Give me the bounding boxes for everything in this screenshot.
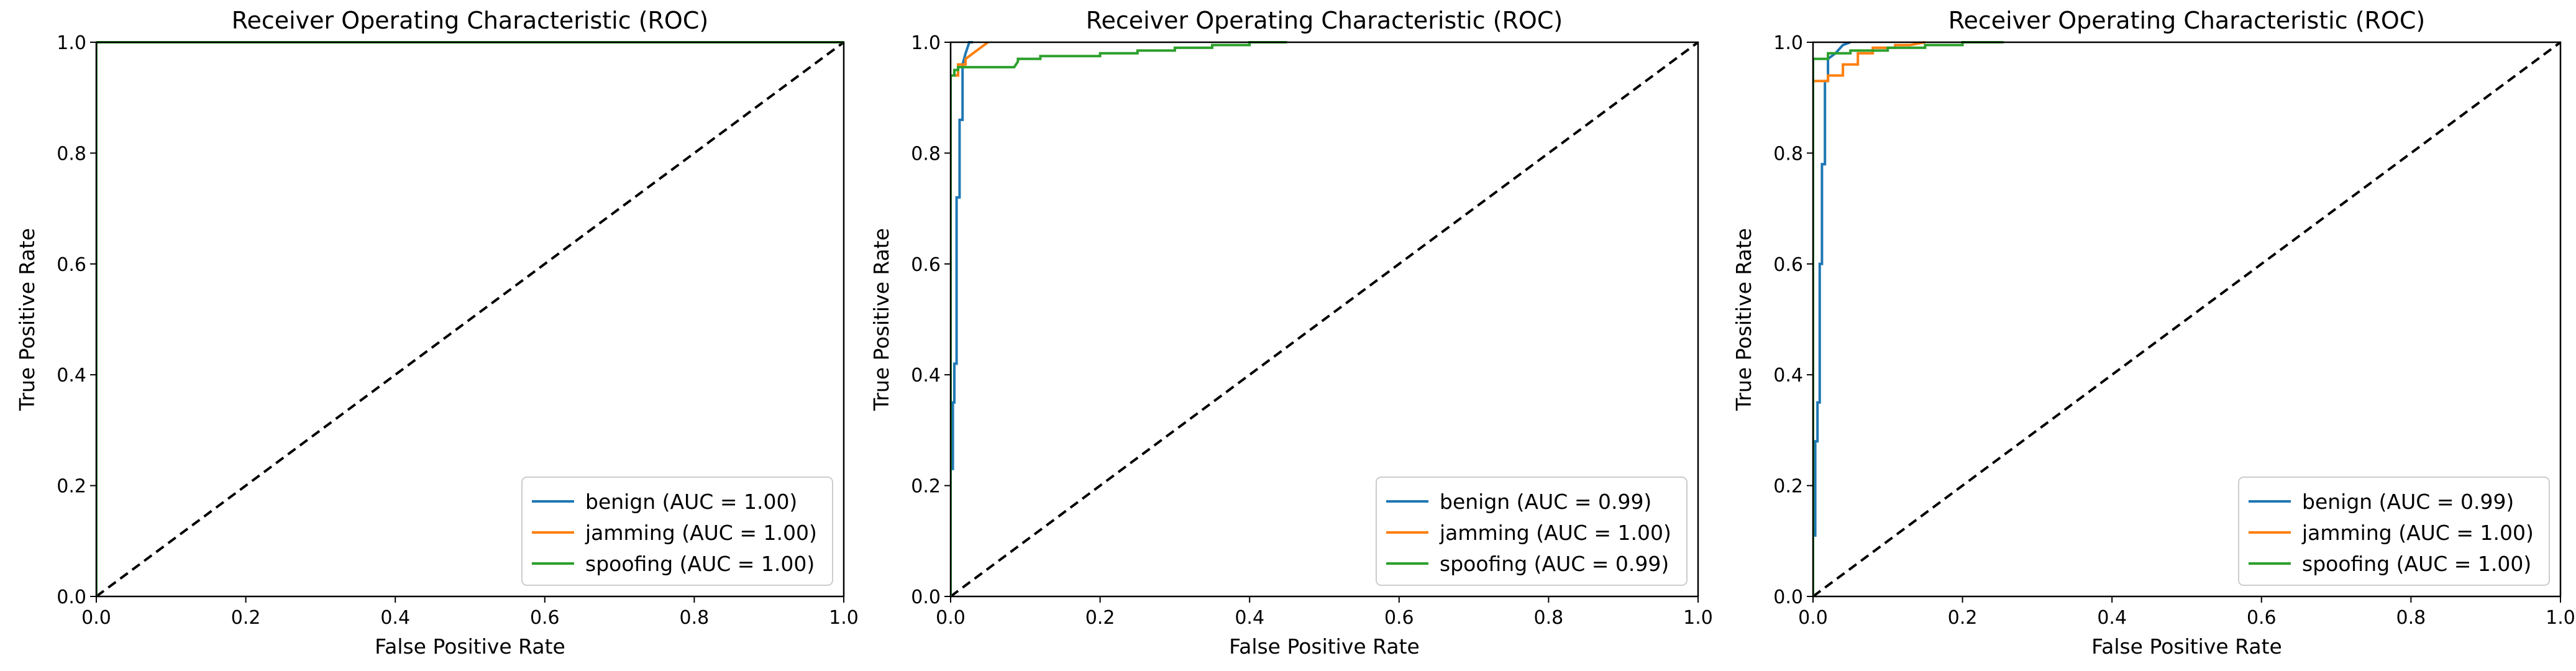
series-group bbox=[1813, 41, 2004, 596]
x-tick-label: 0.0 bbox=[936, 607, 966, 629]
y-tick-label: 0.8 bbox=[911, 143, 941, 165]
legend: benign (AUC = 0.99) jamming (AUC = 1.00) s… bbox=[1376, 477, 1688, 586]
legend-label: jamming (AUC = 1.00) bbox=[585, 521, 817, 545]
legend-box bbox=[1376, 477, 1688, 586]
chart-title: Receiver Operating Characteristic (ROC) bbox=[232, 7, 708, 34]
roc-panel-2: Receiver Operating Characteristic (ROC) 0… bbox=[869, 7, 1713, 659]
y-axis-label: True Positive Rate bbox=[1732, 228, 1756, 411]
y-tick-label: 1.0 bbox=[1773, 32, 1803, 54]
chance-diagonal-line bbox=[1812, 41, 2562, 598]
series-group bbox=[951, 41, 1287, 596]
x-tick-label: 0.8 bbox=[1534, 607, 1564, 629]
x-tick-label: 0.4 bbox=[380, 607, 410, 629]
roc-curve-1 bbox=[951, 41, 974, 596]
x-tick-label: 0.6 bbox=[1384, 607, 1414, 629]
legend: benign (AUC = 0.99) jamming (AUC = 1.00) s… bbox=[2238, 477, 2550, 586]
legend: benign (AUC = 1.00) jamming (AUC = 1.00) s… bbox=[521, 477, 833, 586]
chart-title: Receiver Operating Characteristic (ROC) bbox=[1948, 7, 2425, 34]
x-tick-label: 0.2 bbox=[1085, 607, 1115, 629]
x-tick-label: 0.8 bbox=[2396, 607, 2426, 629]
y-tick-label: 0.2 bbox=[57, 476, 86, 498]
x-tick-label: 1.0 bbox=[2546, 607, 2575, 629]
x-tick-label: 0.2 bbox=[1948, 607, 1978, 629]
chance-diagonal-line bbox=[95, 41, 845, 598]
x-tick-label: 0.0 bbox=[1798, 607, 1828, 629]
y-tick-label: 0.8 bbox=[57, 143, 86, 165]
plot-frame bbox=[95, 41, 845, 598]
plot-frame bbox=[1812, 41, 2562, 598]
legend-label: spoofing (AUC = 0.99) bbox=[1440, 552, 1669, 576]
x-axis-label: False Positive Rate bbox=[2091, 634, 2282, 659]
roc-curve-3 bbox=[951, 41, 1287, 596]
y-tick-label: 0.4 bbox=[57, 365, 86, 386]
legend-box bbox=[2238, 477, 2550, 586]
roc-curve-2 bbox=[1813, 41, 1925, 596]
y-tick-label: 0.0 bbox=[911, 587, 941, 608]
x-tick-label: 0.8 bbox=[680, 607, 710, 629]
y-axis-label: True Positive Rate bbox=[869, 228, 893, 411]
chance-diagonal-line bbox=[949, 41, 1699, 598]
plot-frame bbox=[949, 41, 1699, 598]
y-tick-label: 0.0 bbox=[1773, 587, 1803, 608]
x-axis-label: False Positive Rate bbox=[375, 634, 565, 659]
roc-curve-3 bbox=[1813, 41, 2004, 596]
legend-label: benign (AUC = 0.99) bbox=[2302, 490, 2514, 514]
y-tick-label: 1.0 bbox=[911, 32, 941, 54]
x-tick-label: 1.0 bbox=[1683, 607, 1713, 629]
x-tick-label: 0.6 bbox=[530, 607, 560, 629]
legend-label: jamming (AUC = 1.00) bbox=[2301, 521, 2534, 545]
legend-label: benign (AUC = 1.00) bbox=[585, 490, 797, 514]
legend-label: jamming (AUC = 1.00) bbox=[1439, 521, 1671, 545]
roc-panel-3: Receiver Operating Characteristic (ROC) 0… bbox=[1732, 7, 2575, 659]
roc-panel-1: Receiver Operating Characteristic (ROC) 0… bbox=[15, 7, 859, 659]
legend-label: spoofing (AUC = 1.00) bbox=[2302, 552, 2531, 576]
roc-curve-1 bbox=[1813, 41, 1851, 596]
x-tick-label: 0.2 bbox=[231, 607, 261, 629]
y-tick-label: 0.2 bbox=[911, 476, 941, 498]
y-tick-label: 0.6 bbox=[57, 254, 86, 276]
y-tick-label: 0.6 bbox=[911, 254, 941, 276]
x-tick-label: 0.4 bbox=[2097, 607, 2127, 629]
legend-label: spoofing (AUC = 1.00) bbox=[585, 552, 815, 576]
y-tick-label: 0.2 bbox=[1773, 476, 1803, 498]
chart-title: Receiver Operating Characteristic (ROC) bbox=[1086, 7, 1563, 34]
y-tick-label: 0.6 bbox=[1773, 254, 1803, 276]
x-tick-label: 0.0 bbox=[81, 607, 111, 629]
x-tick-label: 0.6 bbox=[2247, 607, 2277, 629]
x-tick-label: 1.0 bbox=[829, 607, 859, 629]
y-tick-label: 0.4 bbox=[1773, 365, 1803, 386]
y-tick-label: 0.8 bbox=[1773, 143, 1803, 165]
x-axis-label: False Positive Rate bbox=[1229, 634, 1420, 659]
y-tick-label: 0.0 bbox=[57, 587, 86, 608]
legend-label: benign (AUC = 0.99) bbox=[1440, 490, 1651, 514]
y-tick-label: 1.0 bbox=[57, 32, 86, 54]
legend-box bbox=[521, 477, 833, 586]
y-tick-label: 0.4 bbox=[911, 365, 941, 386]
x-tick-label: 0.4 bbox=[1235, 607, 1264, 629]
y-axis-label: True Positive Rate bbox=[15, 228, 39, 411]
